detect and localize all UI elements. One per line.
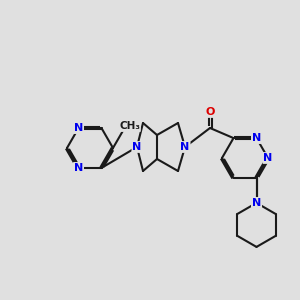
- Text: N: N: [252, 133, 261, 143]
- Text: N: N: [180, 142, 190, 152]
- Text: N: N: [252, 198, 261, 208]
- Text: N: N: [74, 123, 83, 133]
- Text: O: O: [205, 107, 215, 117]
- Text: CH₃: CH₃: [119, 121, 140, 131]
- Text: N: N: [132, 142, 142, 152]
- Text: N: N: [263, 153, 273, 163]
- Text: N: N: [74, 163, 83, 173]
